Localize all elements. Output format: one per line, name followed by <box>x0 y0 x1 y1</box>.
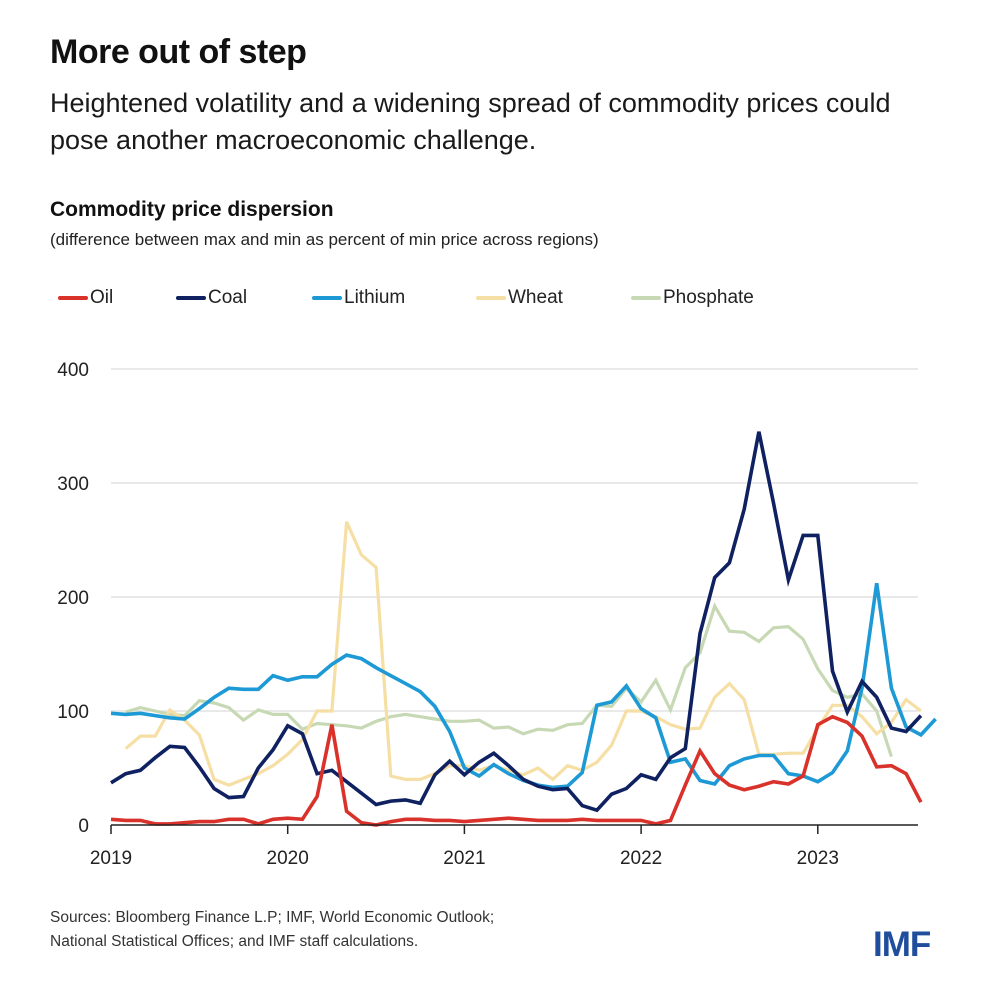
series-line-coal <box>110 431 923 813</box>
legend-item-coal: Coal <box>176 287 247 309</box>
y-tick-label: 300 <box>57 474 89 495</box>
legend-label-oil: Oil <box>90 287 114 308</box>
imf-logo: IMF <box>873 925 931 964</box>
subhead: Heightened volatility and a widening spr… <box>50 88 891 155</box>
sources-line-2: National Statistical Offices; and IMF st… <box>50 933 419 950</box>
headline: More out of step <box>50 33 307 71</box>
chart-subtitle: (difference between max and min as perce… <box>50 230 599 249</box>
sources-line-1: Sources: Bloomberg Finance L.P; IMF, Wor… <box>50 909 495 926</box>
legend-label-wheat: Wheat <box>508 287 563 308</box>
legend-label-phosphate: Phosphate <box>663 287 754 308</box>
legend-swatch-wheat <box>476 296 506 300</box>
legend-item-phosphate: Phosphate <box>631 287 754 309</box>
legend-item-oil: Oil <box>58 287 113 309</box>
series-lines <box>110 431 937 827</box>
series-line-wheat <box>124 521 922 787</box>
y-tick-label: 200 <box>57 588 89 609</box>
y-tick-label: 400 <box>57 360 89 381</box>
legend-swatch-lithium <box>312 296 342 300</box>
legend-swatch-phosphate <box>631 296 661 300</box>
chart-title: Commodity price dispersion <box>50 198 334 221</box>
x-tick-label: 2020 <box>267 848 309 869</box>
legend-item-lithium: Lithium <box>312 287 405 309</box>
gridlines <box>111 368 918 712</box>
series-line-phosphate <box>125 602 893 758</box>
legend-swatch-coal <box>176 296 206 300</box>
legend-label-coal: Coal <box>208 287 248 308</box>
legend-item-wheat: Wheat <box>476 287 563 309</box>
legend-swatch-oil <box>58 296 88 300</box>
x-tick-label: 2023 <box>797 848 839 869</box>
x-tick-label: 2021 <box>443 848 485 869</box>
x-axis: 2019 2020 2021 2022 2023 <box>90 824 918 869</box>
legend-label-lithium: Lithium <box>344 287 406 308</box>
x-tick-label: 2022 <box>620 848 662 869</box>
sources-note: Sources: Bloomberg Finance L.P; IMF, Wor… <box>50 906 494 954</box>
series-line-oil <box>110 714 923 827</box>
series-line-lithium <box>110 583 937 790</box>
y-tick-label: 100 <box>57 702 89 723</box>
y-axis: 0 100 200 300 400 <box>57 360 89 837</box>
x-tick-label: 2019 <box>90 848 132 869</box>
y-tick-label: 0 <box>78 816 89 837</box>
